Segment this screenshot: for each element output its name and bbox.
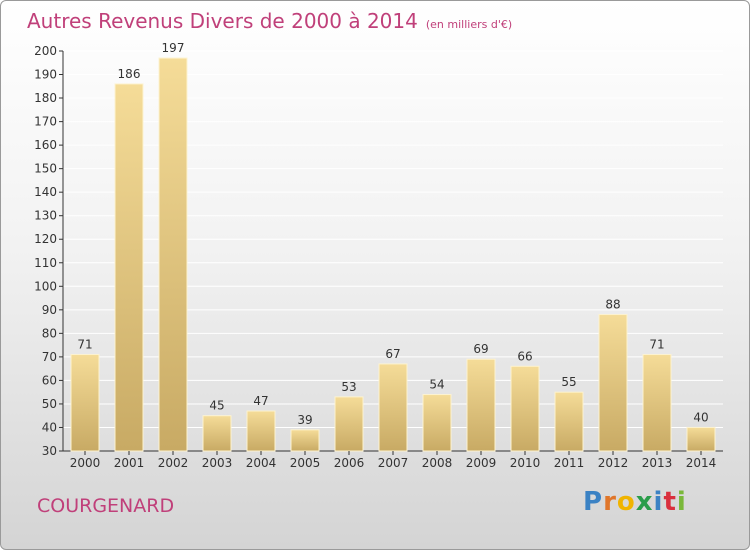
- bar-2007: [378, 363, 408, 452]
- data-label-2003: 45: [209, 399, 224, 413]
- bar-2012: [598, 314, 628, 452]
- chart-unit: (en milliers d'€): [425, 18, 513, 31]
- commune-name: COURGENARD: [37, 495, 175, 517]
- y-tick-label: 140: [34, 185, 57, 199]
- y-tick-label: 200: [34, 44, 57, 58]
- x-tick-label-2004: 2004: [246, 456, 277, 470]
- x-tick-label-2014: 2014: [686, 456, 717, 470]
- data-label-2000: 71: [77, 338, 92, 352]
- y-tick-label: 150: [34, 162, 57, 176]
- bar-2008: [422, 394, 452, 452]
- logo-letter: o: [616, 487, 636, 517]
- data-label-2007: 67: [385, 347, 400, 361]
- y-tick-label: 50: [42, 397, 57, 411]
- logo-letter: t: [663, 487, 677, 517]
- logo-letter: P: [583, 487, 604, 517]
- bar-2006: [334, 396, 364, 452]
- data-label-2004: 47: [253, 394, 268, 408]
- bar-2013: [642, 354, 672, 452]
- data-label-2006: 53: [341, 380, 356, 394]
- chart-title-text: Autres Revenus Divers de 2000 à 2014: [27, 9, 418, 33]
- data-label-2014: 40: [693, 410, 708, 424]
- y-tick-label: 190: [34, 68, 57, 82]
- y-tick-label: 40: [42, 420, 57, 434]
- data-label-2009: 69: [473, 342, 488, 356]
- x-tick-label-2008: 2008: [422, 456, 453, 470]
- x-tick-label-2006: 2006: [334, 456, 365, 470]
- data-label-2008: 54: [429, 378, 444, 392]
- data-label-2012: 88: [605, 298, 620, 312]
- logo-letter: r: [603, 487, 617, 517]
- data-label-2010: 66: [517, 349, 532, 363]
- bar-2009: [466, 358, 496, 452]
- bar-2001: [114, 83, 144, 452]
- bar-2011: [554, 391, 584, 452]
- logo-letter: x: [635, 487, 654, 517]
- x-tick-label-2009: 2009: [466, 456, 497, 470]
- x-tick-label-2010: 2010: [510, 456, 541, 470]
- y-tick-label: 80: [42, 326, 57, 340]
- y-tick-label: 170: [34, 115, 57, 129]
- x-tick-label-2002: 2002: [158, 456, 189, 470]
- data-label-2002: 197: [162, 41, 185, 55]
- x-tick-label-2005: 2005: [290, 456, 321, 470]
- proxiti-logo: Proxiti: [583, 487, 687, 517]
- bar-2014: [686, 426, 716, 452]
- bar-2002: [158, 57, 188, 452]
- x-tick-label-2012: 2012: [598, 456, 629, 470]
- x-tick-label-2013: 2013: [642, 456, 673, 470]
- y-tick-label: 180: [34, 91, 57, 105]
- bar-2005: [290, 429, 320, 452]
- data-label-2005: 39: [297, 413, 312, 427]
- bar-2000: [70, 354, 100, 452]
- y-tick-label: 120: [34, 232, 57, 246]
- y-tick-label: 60: [42, 373, 57, 387]
- y-tick-label: 160: [34, 138, 57, 152]
- bar-2004: [246, 410, 276, 452]
- data-label-2001: 186: [118, 67, 141, 81]
- y-tick-label: 30: [42, 444, 57, 458]
- y-tick-label: 130: [34, 209, 57, 223]
- y-tick-label: 100: [34, 279, 57, 293]
- x-tick-label-2000: 2000: [70, 456, 101, 470]
- x-tick-label-2003: 2003: [202, 456, 233, 470]
- logo-letter: i: [653, 487, 664, 517]
- y-tick-label: 90: [42, 303, 57, 317]
- x-tick-label-2011: 2011: [554, 456, 585, 470]
- data-label-2011: 55: [561, 375, 576, 389]
- y-tick-label: 70: [42, 350, 57, 364]
- x-tick-label-2001: 2001: [114, 456, 145, 470]
- bar-2003: [202, 415, 232, 452]
- logo-letter: i: [676, 487, 687, 517]
- data-label-2013: 71: [649, 338, 664, 352]
- chart-title: Autres Revenus Divers de 2000 à 2014 (en …: [27, 9, 512, 33]
- y-tick-label: 110: [34, 256, 57, 270]
- x-tick-label-2007: 2007: [378, 456, 409, 470]
- bar-2010: [510, 365, 540, 452]
